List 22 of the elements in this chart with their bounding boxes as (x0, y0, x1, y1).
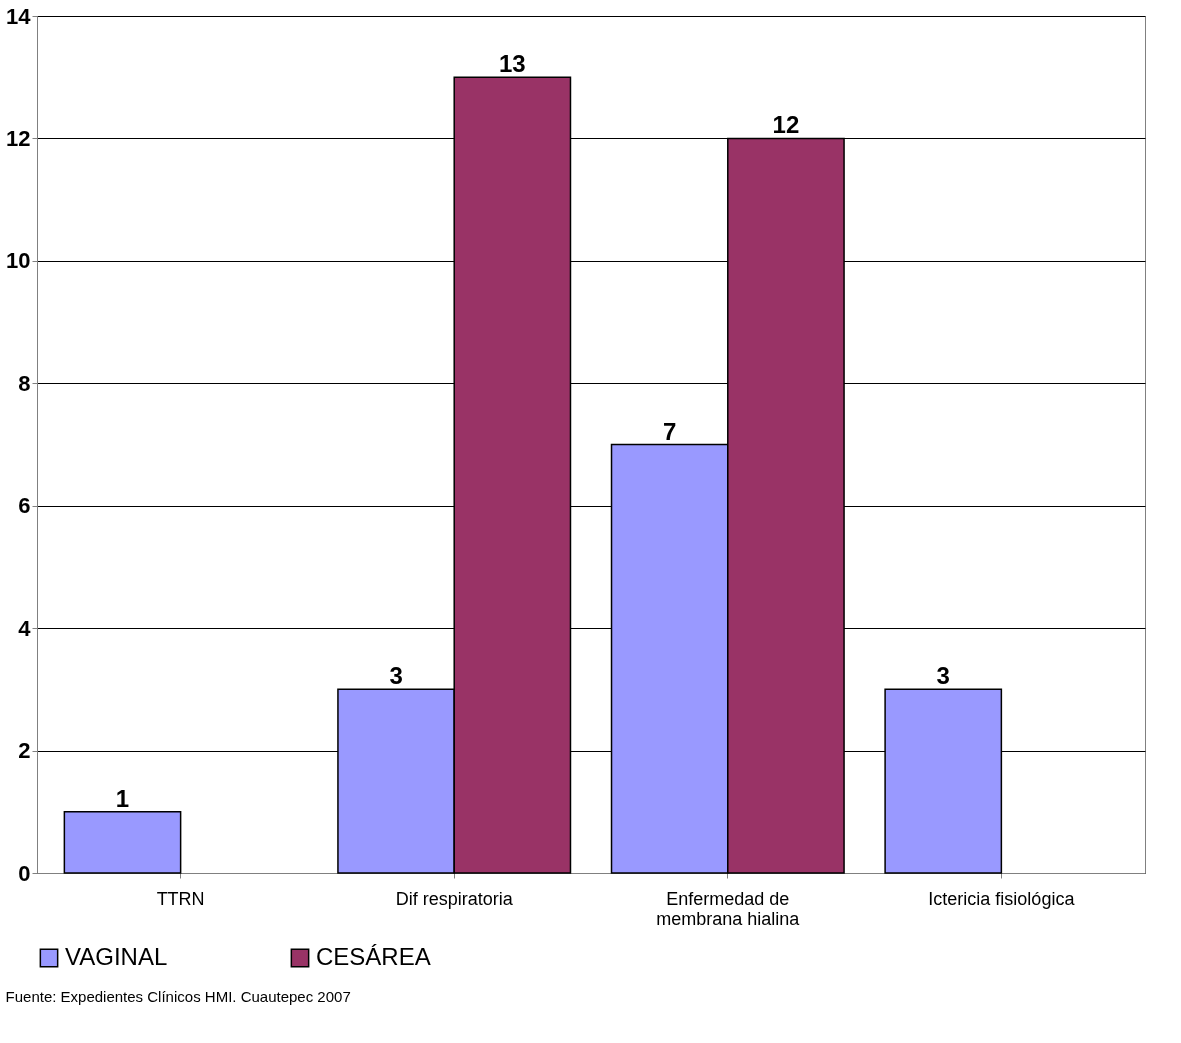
y-tick-label: 8 (18, 370, 31, 396)
data-label: 1 (115, 784, 130, 812)
y-tick-label: 10 (6, 248, 31, 274)
x-tick-label: Ictericia fisiológica (928, 888, 1076, 909)
x-tick-label: TTRN (156, 888, 205, 909)
legend-label: VAGINAL (65, 943, 168, 970)
data-label: 7 (662, 417, 677, 445)
source-note: Fuente: Expedientes Clínicos HMI. Cuautepec 2007 (5, 988, 351, 1005)
data-label: 13 (498, 50, 526, 78)
bar (63, 811, 182, 874)
legend-label: CESÁREA (316, 943, 431, 970)
y-tick-label: 2 (18, 738, 31, 764)
y-tick-label: 12 (6, 125, 31, 151)
data-label: 3 (389, 662, 403, 690)
y-tick-label: 4 (18, 615, 32, 641)
x-tick-label: Enfermedad de membrana hialina (656, 888, 801, 929)
data-label: 12 (772, 111, 800, 139)
data-label: 3 (936, 662, 950, 690)
y-tick-label: 6 (18, 493, 31, 519)
y-tick-label: 14 (6, 3, 32, 29)
y-tick-label: 0 (18, 860, 31, 886)
x-tick-label: Dif respiratoria (395, 888, 514, 909)
